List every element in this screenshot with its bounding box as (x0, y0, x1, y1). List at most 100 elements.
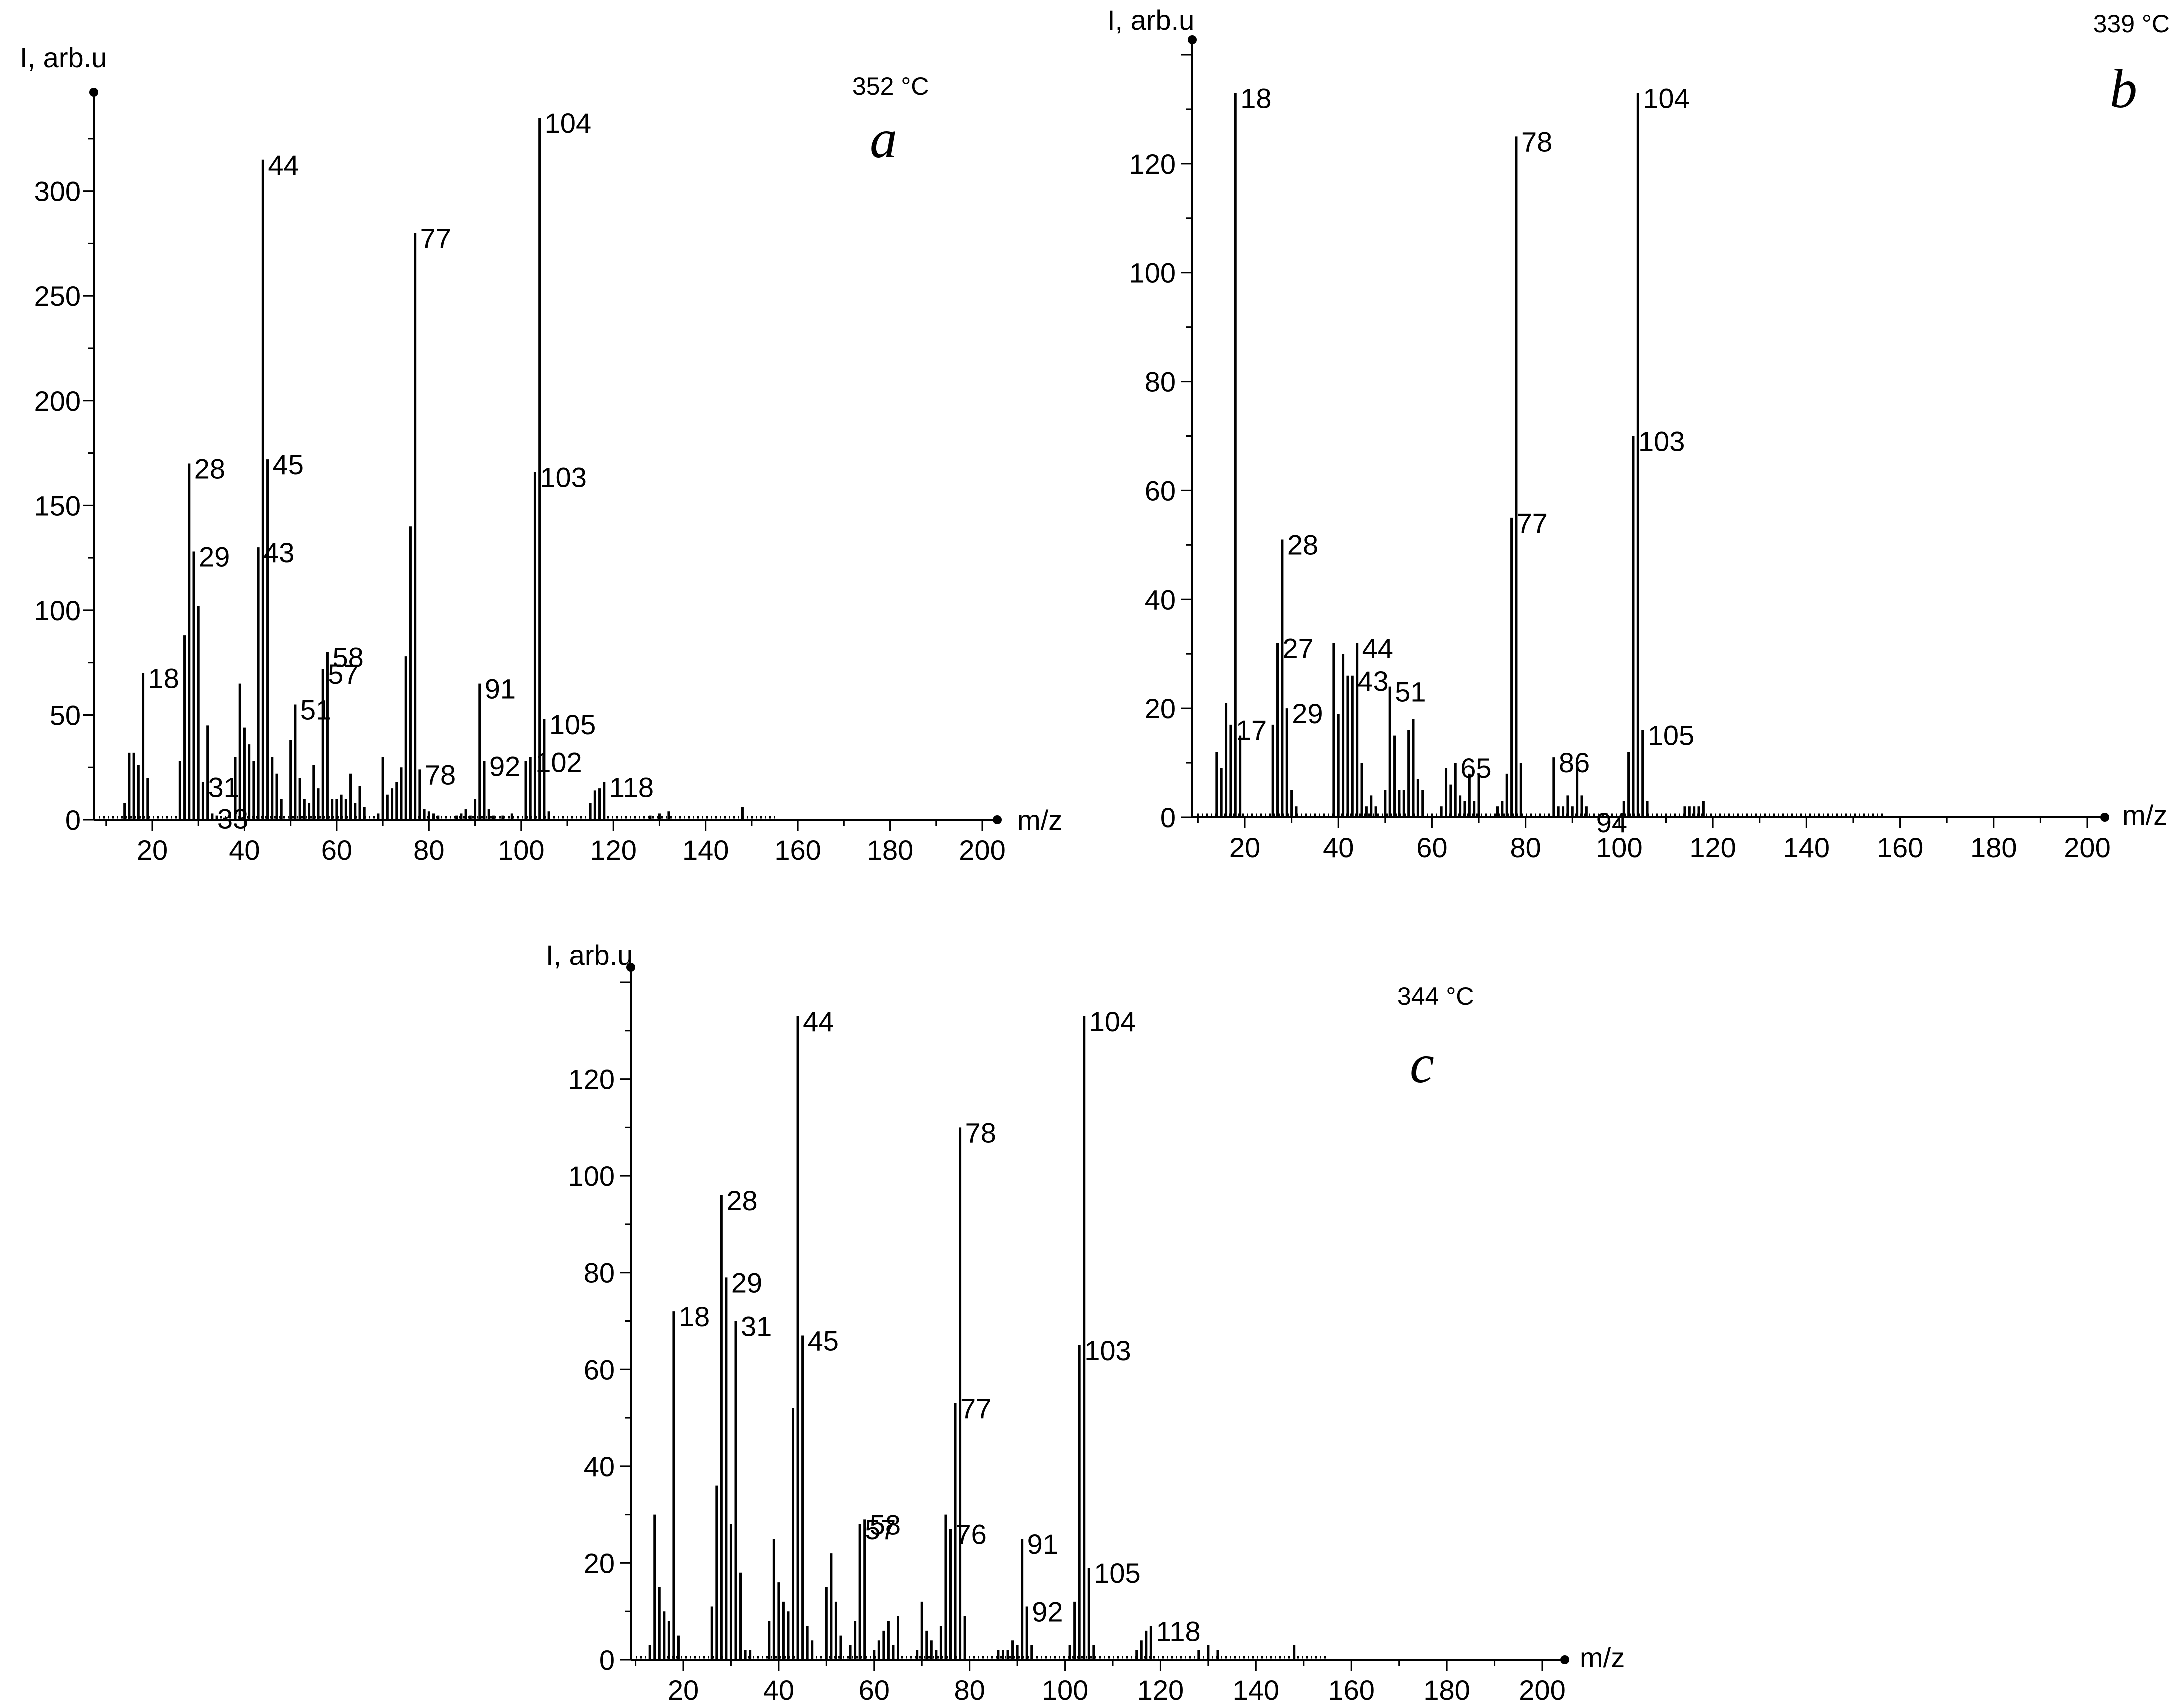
peak-label: 104 (545, 107, 591, 139)
peak-label: 18 (1240, 82, 1271, 114)
x-tick-label: 200 (959, 834, 1005, 866)
panel-letter: c (1410, 1033, 1434, 1094)
peak-label: 18 (679, 1301, 710, 1332)
temperature-label: 339 °C (2093, 10, 2170, 38)
peak-label: 77 (1517, 507, 1548, 539)
spectrum-panel-b: 20 40 60 80 100 120 140 160 180 200 0 20 40 60 80 100 12… (1107, 4, 2170, 863)
peak-label: 51 (1395, 676, 1426, 708)
x-tick-label: 160 (774, 834, 821, 866)
peak-label: 91 (1027, 1528, 1058, 1560)
peak-label: 43 (1357, 665, 1388, 697)
x-tick-label: 200 (1519, 1674, 1565, 1706)
y-tick-label: 250 (34, 280, 81, 312)
x-tick-label: 20 (137, 834, 168, 866)
x-tick-label: 120 (1689, 832, 1736, 863)
peak-label: 44 (803, 1006, 834, 1037)
x-tick-label: 200 (2064, 832, 2110, 863)
y-tick-label: 0 (599, 1644, 615, 1676)
peak-label: 103 (1084, 1335, 1131, 1366)
peak-label: 45 (273, 449, 304, 480)
y-tick-label: 100 (568, 1160, 615, 1192)
x-tick-label: 120 (590, 834, 637, 866)
x-axis-label: m/z (1580, 1642, 1625, 1673)
x-tick-label: 180 (1970, 832, 2017, 863)
x-axis-arrow (2100, 813, 2109, 822)
y-tick-label: 50 (50, 699, 81, 731)
peak-label: 94 (1596, 807, 1627, 838)
peak-label: 29 (1292, 698, 1323, 729)
peak-label: 104 (1089, 1006, 1136, 1037)
temperature-label: 352 °C (852, 72, 929, 100)
peak-label: 58 (332, 642, 363, 673)
peak-label: 43 (263, 537, 294, 568)
x-tick-label: 40 (1323, 832, 1354, 863)
x-axis-label: m/z (1017, 804, 1062, 836)
peak-label: 18 (148, 663, 179, 694)
x-tick-label: 40 (763, 1674, 794, 1706)
peak-label: 57 (865, 1514, 896, 1545)
peak-label: 28 (726, 1185, 757, 1216)
peak-label: 77 (960, 1393, 991, 1424)
y-tick-label: 20 (584, 1547, 615, 1579)
peak-label: 118 (609, 772, 654, 803)
peak-label: 105 (549, 709, 596, 740)
y-tick-label: 20 (1145, 693, 1176, 724)
peak-label: 45 (808, 1325, 839, 1357)
x-tick-label: 140 (682, 834, 729, 866)
peak-label: 78 (425, 759, 456, 790)
peak-label: 44 (1362, 632, 1393, 664)
peak-label: 17 (1236, 714, 1267, 746)
x-tick-label: 140 (1233, 1674, 1279, 1706)
x-tick-label: 120 (1137, 1674, 1184, 1706)
x-tick-label: 100 (1042, 1674, 1088, 1706)
peak-label: 78 (1521, 126, 1552, 157)
x-tick-label: 100 (498, 834, 544, 866)
y-tick-label: 80 (1145, 366, 1176, 398)
peak-label: 65 (1460, 752, 1491, 784)
y-tick-label: 0 (1160, 802, 1176, 833)
y-axis-arrow (1188, 35, 1197, 44)
y-axis-label: I, arb.u (20, 42, 107, 73)
y-tick-label: 80 (584, 1257, 615, 1289)
y-tick-label: 100 (34, 595, 81, 626)
peak-label: 118 (1156, 1615, 1200, 1647)
y-tick-label: 120 (1129, 148, 1176, 180)
x-tick-label: 60 (1416, 832, 1447, 863)
x-tick-label: 60 (321, 834, 352, 866)
x-axis-arrow (993, 815, 1002, 824)
x-tick-label: 180 (1423, 1674, 1470, 1706)
peak-label: 92 (1032, 1596, 1063, 1628)
y-tick-label: 40 (584, 1451, 615, 1482)
spectrum-panel-c: 20 40 60 80 100 120 140 160 180 200 0 20 40 60 80 100 12… (546, 939, 1625, 1706)
peak-label: 103 (540, 461, 586, 493)
peak-label: 51 (300, 694, 331, 725)
peak-label: 104 (1643, 82, 1689, 114)
spectrum-panel-a: 20 40 60 80 100 120 140 160 180 200 0 50 100 150 200 25… (20, 42, 1062, 866)
x-tick-label: 160 (1877, 832, 1923, 863)
peak-label: 58 (870, 1509, 901, 1540)
y-axis-label: I, arb.u (546, 939, 633, 971)
x-axis-arrow (1560, 1655, 1569, 1664)
peak-label: 44 (268, 149, 299, 181)
peak-label: 86 (1559, 747, 1590, 778)
peak-label: 78 (965, 1117, 996, 1148)
x-tick-label: 160 (1328, 1674, 1375, 1706)
x-axis-label: m/z (2122, 799, 2167, 831)
panel-letter: a (870, 108, 897, 169)
peak-label: 27 (1283, 632, 1314, 664)
peak-label: 33 (217, 803, 248, 834)
peak-label: 29 (199, 541, 230, 573)
peak-label: 57 (328, 658, 359, 690)
x-tick-label: 20 (1229, 832, 1260, 863)
y-axis-arrow (89, 88, 98, 97)
y-tick-label: 300 (34, 176, 81, 207)
peak-label: 91 (485, 673, 516, 705)
y-axis-label: I, arb.u (1107, 4, 1194, 36)
y-tick-label: 40 (1145, 584, 1176, 615)
peak-label: 28 (194, 453, 225, 485)
y-tick-label: 120 (568, 1064, 615, 1095)
panel-letter: b (2110, 58, 2137, 119)
x-tick-label: 80 (1510, 832, 1541, 863)
peak-label: 29 (731, 1267, 762, 1298)
